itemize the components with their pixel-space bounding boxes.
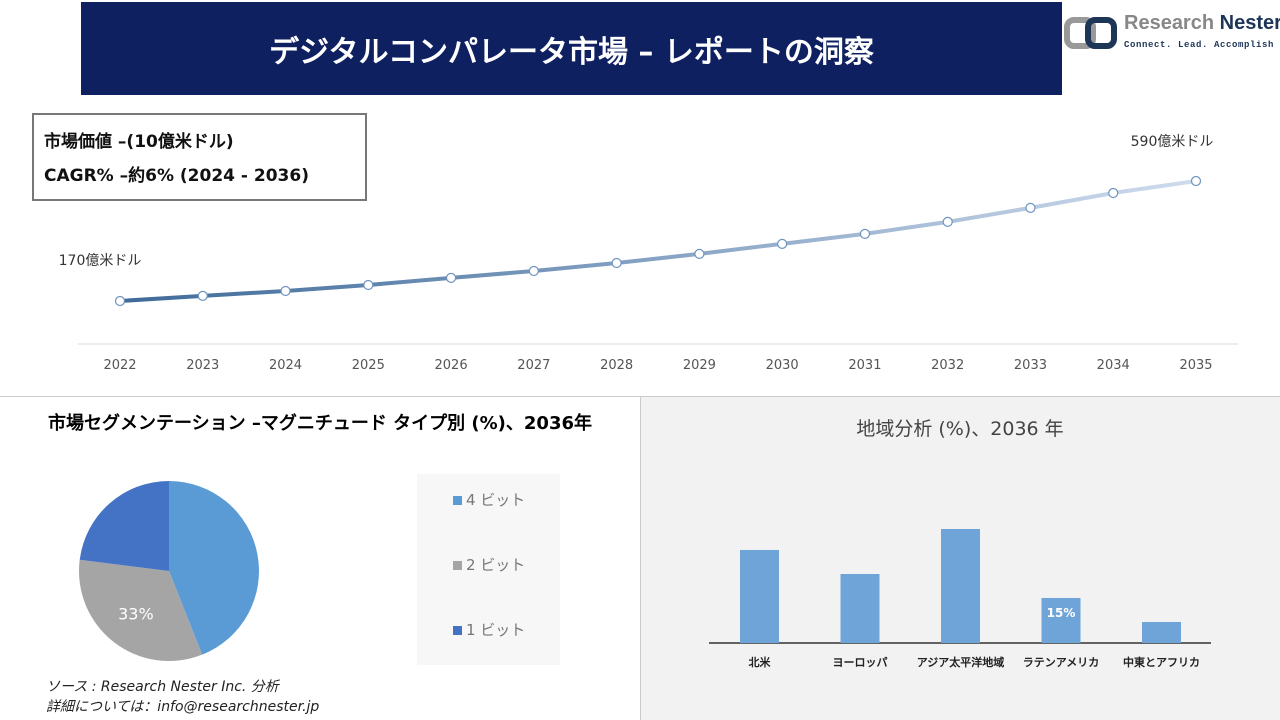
x-tick-label: 2035 <box>1179 358 1212 373</box>
contact-line: 詳細については：info@researchnester.jp <box>46 699 320 715</box>
bar-category-label: ラテンアメリカ <box>1023 656 1099 669</box>
x-tick-label: 2034 <box>1097 358 1130 373</box>
page-title: デジタルコンパレータ市場 – レポートの洞察 <box>269 34 874 70</box>
bar <box>1142 622 1181 643</box>
data-point <box>859 228 871 239</box>
x-tick-label: 2033 <box>1014 358 1047 373</box>
logo-name: Research <box>1124 12 1215 34</box>
x-tick-label: 2031 <box>848 358 881 373</box>
logo-name-bold: Nester <box>1219 12 1280 34</box>
legend-label: 1 ビット <box>466 621 526 639</box>
pie-data-label: 33% <box>118 605 154 624</box>
pie-title: 市場セグメンテーション –マグニチュード タイプ別 (%)、2036年 <box>47 413 593 434</box>
data-point <box>197 290 208 301</box>
legend-item: 1 ビット <box>453 621 525 639</box>
x-tick-label: 2024 <box>269 358 302 373</box>
data-point <box>611 257 622 269</box>
x-tick-label: 2023 <box>186 358 219 373</box>
pie-legend: 4 ビット 2 ビット 1 ビット <box>417 474 560 665</box>
data-point <box>114 295 126 307</box>
data-point <box>445 272 457 283</box>
data-point <box>942 216 953 227</box>
bar-category-label: アジア太平洋地域 <box>917 655 1005 669</box>
bar-data-label: 15% <box>1047 606 1076 620</box>
logo: Research Nester Connect. Lead. Accomplis… <box>1064 10 1280 62</box>
legend-item: 4 ビット <box>453 491 525 509</box>
logo-name-line: Research Nester <box>1124 12 1280 34</box>
legend-swatch <box>453 561 462 570</box>
last-value-label: 590億米ドル <box>1131 134 1214 150</box>
data-point <box>1190 175 1202 187</box>
data-point <box>528 265 539 277</box>
series-line <box>119 179 1197 303</box>
legend-label: 2 ビット <box>466 556 526 574</box>
source-line: ソース : Research Nester Inc. 分析 <box>46 679 279 695</box>
x-tick-label: 2032 <box>931 358 964 373</box>
x-tick-label: 2029 <box>683 358 716 373</box>
divider <box>0 396 1280 397</box>
x-tick-label: 2027 <box>517 358 550 373</box>
data-point <box>1108 187 1119 199</box>
bar-title: 地域分析 (%)、2036 年 <box>856 418 1064 440</box>
data-point <box>280 285 291 297</box>
market-info-box: 市場価値 –(10億米ドル) CAGR% –約6% (2024 - 2036) <box>32 113 367 201</box>
bar <box>941 529 980 643</box>
pie-slice <box>79 559 203 661</box>
data-point <box>694 248 705 259</box>
bar-category-label: 北米 <box>749 655 772 669</box>
bar <box>740 550 779 643</box>
x-tick-label: 2022 <box>103 358 136 373</box>
data-point <box>777 238 788 249</box>
data-point <box>363 279 374 291</box>
legend-label: 4 ビット <box>466 491 526 509</box>
legend-swatch <box>453 496 462 505</box>
first-value-label: 170億米ドル <box>59 253 142 269</box>
x-tick-label: 2030 <box>766 358 799 373</box>
bar <box>840 574 880 643</box>
bar-category-label: ヨーロッパ <box>833 656 888 669</box>
legend-swatch <box>453 626 462 635</box>
title-banner: デジタルコンパレータ市場 – レポートの洞察 <box>81 2 1062 95</box>
source-note: ソース : Research Nester Inc. 分析 詳細については：in… <box>46 677 319 717</box>
x-tick-label: 2026 <box>435 358 468 373</box>
market-value-label: 市場価値 –(10億米ドル) <box>44 132 234 152</box>
pie-slice <box>169 481 259 655</box>
legend-item: 2 ビット <box>453 556 525 574</box>
bar <box>1041 598 1081 643</box>
x-tick-label: 2028 <box>600 358 633 373</box>
pie-slice <box>79 481 169 571</box>
x-tick-label: 2025 <box>352 358 385 373</box>
data-point <box>1025 202 1036 213</box>
cagr-label: CAGR% –約6% (2024 - 2036) <box>44 166 309 186</box>
bar-category-label: 中東とアフリカ <box>1123 655 1200 669</box>
logo-tagline: Connect. Lead. Accomplish <box>1124 40 1275 50</box>
logo-icon <box>1064 17 1117 49</box>
